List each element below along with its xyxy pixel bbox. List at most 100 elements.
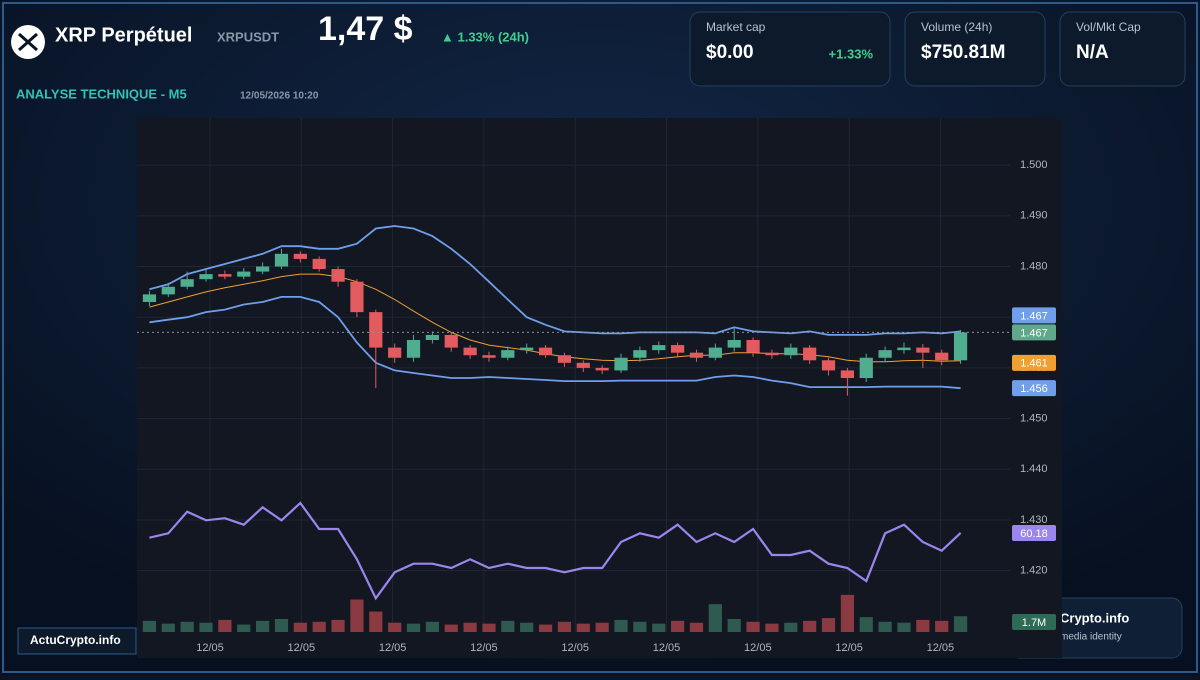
volume-bar [406,623,421,632]
card-change: +1.33% [829,46,874,61]
rsi-line [149,501,962,601]
candle-body [935,352,949,361]
section-title: ANALYSE TECHNIQUE - M5 [16,86,187,101]
x-tick-label: 12/05 [288,642,316,654]
candle-body [784,347,798,356]
volume-bar [218,619,232,632]
volume-bar [765,623,779,632]
volume-bar [161,623,175,632]
x-tick-label: 12/05 [927,642,955,654]
volume-bar [388,622,402,632]
volume-bar [897,622,911,632]
volume-bar [916,619,930,632]
price-label: 1.456 [1020,383,1048,395]
y-tick-label: 1.430 [1020,514,1048,526]
candle-body [312,258,326,270]
candle-body [803,347,817,361]
y-tick-label: 1.480 [1020,260,1048,272]
candle-body [633,350,647,358]
candle-body [576,362,590,368]
volume-bar [538,624,553,632]
x-tick-label: 12/05 [196,642,224,654]
volume-bar [293,622,307,632]
rsi-label: 60.18 [1020,528,1048,540]
volume-bar [803,620,817,632]
volume-bar [557,621,572,632]
candle-body [708,347,722,358]
candle-body [293,253,307,259]
volume-bar [935,620,949,632]
y-tick-label: 1.490 [1020,210,1048,222]
volume-bar [652,623,666,632]
volume-bar [350,599,364,632]
y-tick-label: 1.500 [1020,159,1048,171]
indicator-line [149,296,961,390]
candle-body [406,340,421,358]
candle-body [689,352,704,358]
coin-glyph [18,32,38,52]
card-value: $0.00 [706,42,754,63]
candle-body [142,294,157,302]
brand-tagline: media identity [1060,632,1122,643]
card [904,11,1046,87]
volume-bar [425,621,439,632]
volume-label-box [1012,614,1056,630]
candle-body [180,279,194,287]
volume-bar [369,611,383,632]
volume-label: 1.7M [1022,617,1046,629]
candle-body [671,345,685,353]
candle-body [199,274,213,280]
candle-body [727,340,741,348]
candle-body [916,347,930,353]
card [1059,11,1186,87]
plot: 1.5001.4901.4801.4701.4601.4501.4401.430… [137,118,1056,654]
price-label-box [1012,380,1056,397]
volume-bar [953,616,968,632]
volume-bar [746,621,760,632]
volume-bar [237,624,251,632]
candle-body [482,355,496,358]
candle-body [463,347,477,356]
candle-body [859,357,873,379]
volume-bar [576,623,590,632]
candle-body [878,350,892,358]
candle-body [538,347,553,356]
candle-body [765,352,779,356]
chart-panel [137,118,1062,658]
candle-body [821,360,836,371]
volume-bar [482,623,496,632]
x-tick-label: 12/05 [744,642,772,654]
candle-body [425,334,439,341]
candle-body [369,312,383,348]
x-tick-label: 12/05 [379,642,407,654]
card-label: Market cap [706,20,766,34]
x-tick-label: 12/05 [470,642,498,654]
card-value: N/A [1076,42,1109,63]
volume-bar [312,621,326,632]
volume-bar [878,621,892,632]
volume-bar [840,594,854,632]
price-label-box [1012,324,1056,341]
price-label-box [1012,354,1056,371]
ticker: XRPUSDT [217,29,279,44]
price: 1,47 $ [318,10,413,48]
source: ActuCrypto.info [30,633,121,647]
candle-body [237,271,251,277]
volume-bar [331,619,345,632]
x-tick-label: 12/05 [561,642,589,654]
volume-bar [671,620,685,632]
candle-body [444,334,458,348]
brand-name: Crypto.info [1060,610,1129,625]
volume-bar [199,622,213,632]
change: ▲ 1.33% (24h) [441,29,529,44]
x-tick-label: 12/05 [835,642,863,654]
volume-bar [727,619,741,632]
candle-body [218,274,232,277]
candle-body [595,367,609,371]
candle-body [331,269,345,282]
candle-body [161,286,175,295]
candle-body [557,355,572,363]
y-tick-label: 1.450 [1020,412,1048,424]
candle-body [520,347,534,351]
